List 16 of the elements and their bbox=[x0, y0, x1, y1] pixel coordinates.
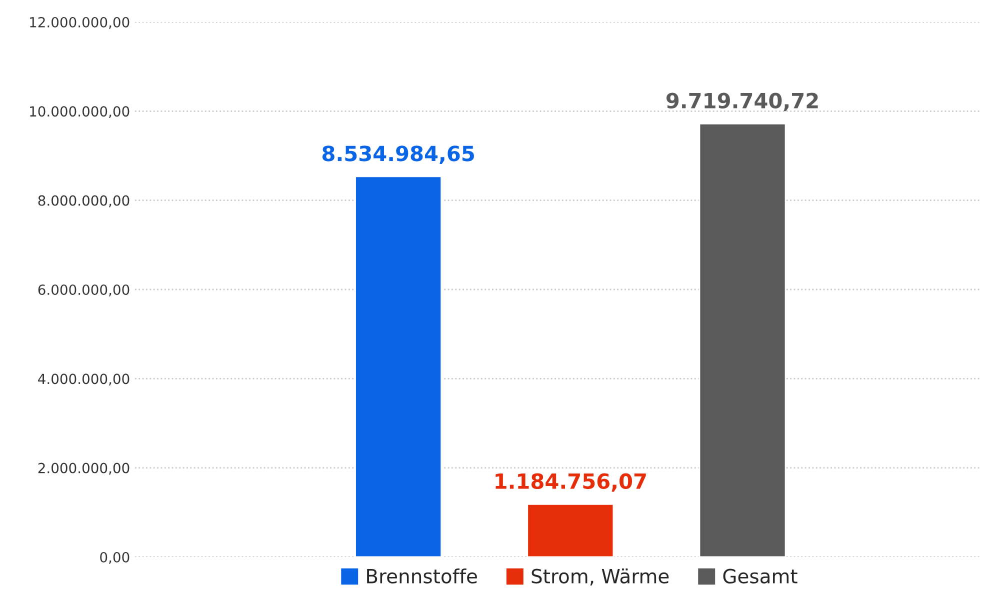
legend-label: Gesamt bbox=[723, 568, 798, 584]
legend-label: Strom, Wärme bbox=[532, 568, 669, 586]
y-tick-label: 10.000.000,00 bbox=[30, 106, 130, 118]
y-tick-label: 8.000.000,00 bbox=[38, 195, 130, 208]
y-tick-label: 6.000.000,00 bbox=[38, 284, 130, 296]
bar bbox=[354, 176, 442, 557]
bar bbox=[698, 122, 786, 557]
legend-label: Brennstoffe bbox=[367, 568, 477, 584]
data-label: 9.719.740,72 bbox=[666, 92, 818, 112]
y-tick-label: 12.000.000,00 bbox=[30, 16, 130, 29]
bar bbox=[526, 503, 614, 557]
y-tick-label: 2.000.000,00 bbox=[38, 462, 130, 475]
data-label: 8.534.984,65 bbox=[322, 146, 474, 164]
y-tick-label: 0,00 bbox=[100, 552, 130, 564]
y-tick-label: 4.000.000,00 bbox=[38, 374, 130, 386]
data-label: 1.184.756,07 bbox=[496, 473, 646, 492]
